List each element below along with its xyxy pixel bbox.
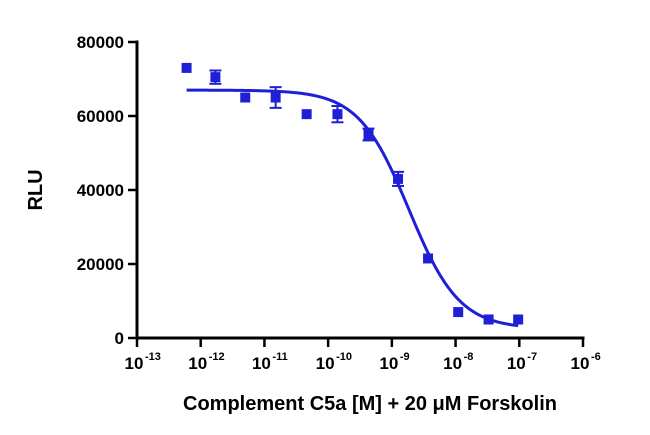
y-tick-label: 40000 <box>77 181 124 200</box>
x-tick-base: 10 <box>507 354 526 373</box>
data-point <box>393 173 404 184</box>
data-point <box>453 307 464 318</box>
x-tick-base: 10 <box>125 354 144 373</box>
y-tick-label: 20000 <box>77 255 124 274</box>
y-axis-title: RLU <box>25 169 47 210</box>
plot-area <box>181 62 524 328</box>
y-tick-label: 80000 <box>77 33 124 52</box>
x-tick-exponent: -9 <box>400 351 410 363</box>
x-tick-exponent: -8 <box>464 351 474 363</box>
x-tick-exponent: -13 <box>145 351 161 363</box>
data-point <box>423 253 434 264</box>
data-point <box>483 314 494 325</box>
data-points <box>181 62 524 325</box>
data-point <box>181 62 192 73</box>
x-tick-base: 10 <box>571 354 590 373</box>
x-tick-label: 10 -8 <box>443 351 473 373</box>
data-point <box>513 314 524 325</box>
x-tick-label: 10 -10 <box>316 351 352 373</box>
x-axis-title: Complement C5a [M] + 20 μM Forskolin <box>183 393 557 415</box>
fit-curve <box>186 88 519 328</box>
y-axis-ticks: 0 20000 40000 60000 80000 <box>77 33 137 348</box>
data-point <box>270 92 281 103</box>
x-tick-label: 10 -7 <box>507 351 537 373</box>
data-point <box>332 109 343 120</box>
x-tick-base: 10 <box>379 354 398 373</box>
y-tick-label: 0 <box>115 329 124 348</box>
data-point <box>363 129 374 140</box>
x-tick-exponent: -12 <box>209 351 225 363</box>
x-tick-label: 10 -9 <box>379 351 409 373</box>
x-tick-exponent: -6 <box>591 351 601 363</box>
x-tick-exponent: -7 <box>527 351 537 363</box>
x-tick-label: 10 -13 <box>125 351 161 373</box>
x-tick-exponent: -10 <box>336 351 352 363</box>
y-tick-label: 60000 <box>77 107 124 126</box>
x-tick-label: 10 -11 <box>252 351 288 373</box>
x-tick-exponent: -11 <box>272 351 287 363</box>
data-point <box>301 109 312 120</box>
x-tick-base: 10 <box>443 354 462 373</box>
data-point <box>210 72 221 83</box>
data-point <box>240 92 251 103</box>
y-axis: 0 20000 40000 60000 80000 <box>77 33 139 348</box>
x-tick-base: 10 <box>252 354 271 373</box>
x-axis: 10 -13 10 -12 10 -11 10 -10 10 -9 10 -8 10 -7 10 -6 <box>125 336 601 373</box>
x-tick-base: 10 <box>316 354 335 373</box>
x-tick-label: 10 -6 <box>571 351 601 373</box>
x-tick-base: 10 <box>188 354 207 373</box>
x-axis-ticks: 10 -13 10 -12 10 -11 10 -10 10 -9 10 -8 10 -7 10 -6 <box>125 338 601 373</box>
x-tick-label: 10 -12 <box>188 351 224 373</box>
error-bars <box>209 69 405 187</box>
